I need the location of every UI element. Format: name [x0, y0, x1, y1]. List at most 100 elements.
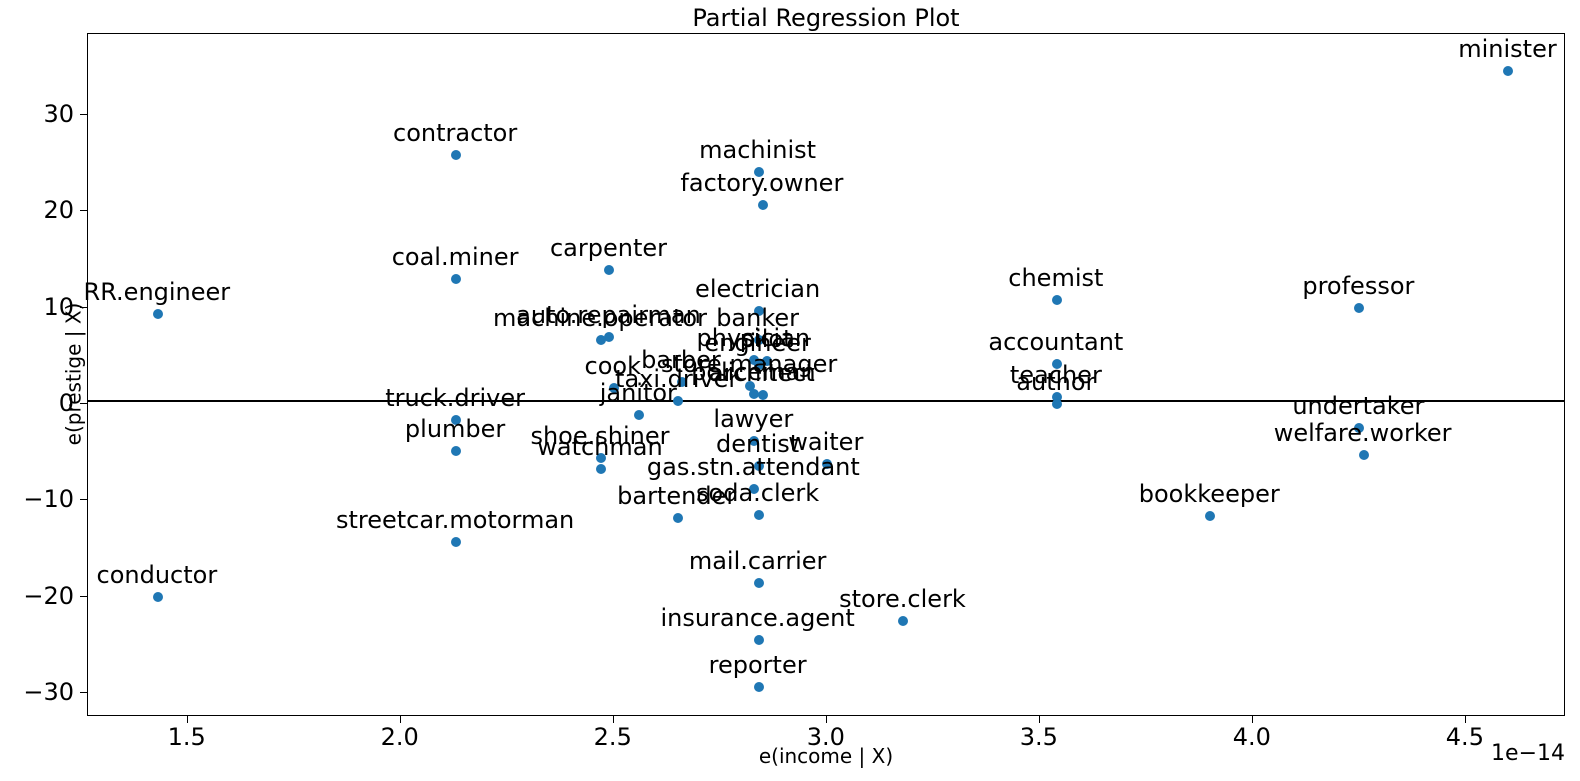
point-label: reporter: [708, 650, 807, 679]
data-point: [604, 332, 615, 343]
point-label: RR.engineer: [83, 278, 231, 307]
data-point: [451, 536, 462, 547]
point-label: auto.repairman: [516, 301, 701, 330]
data-point: [1051, 398, 1062, 409]
point-label: banker: [716, 304, 800, 333]
data-point: [753, 460, 764, 471]
point-label: gas.stn.attendant: [646, 452, 860, 481]
point-label: pilot: [739, 324, 793, 353]
point-label: chemist: [1008, 263, 1104, 292]
data-point: [152, 591, 163, 602]
data-point: [757, 389, 768, 400]
y-tick-label: 20: [43, 196, 74, 225]
y-tick-mark: [80, 595, 87, 597]
y-tick-label: 30: [43, 99, 74, 128]
data-point: [604, 265, 615, 275]
data-point: [753, 634, 764, 645]
point-label: bookkeeper: [1138, 479, 1280, 508]
point-label: machinist: [699, 135, 817, 164]
point-label: cook: [584, 351, 641, 380]
point-label: author: [1016, 367, 1096, 396]
point-label: machine.operator: [492, 304, 707, 333]
data-point: [451, 415, 462, 426]
data-point: [595, 464, 606, 475]
x-tick-label: 2.5: [593, 723, 632, 751]
chart-title: Partial Regression Plot: [692, 4, 960, 32]
data-point: [821, 458, 832, 469]
point-label: teacher: [1009, 360, 1102, 389]
data-point: [898, 615, 909, 626]
y-tick-label: 10: [43, 292, 74, 321]
data-point: [753, 335, 764, 346]
x-tick-mark: [1464, 716, 1466, 723]
data-point: [753, 578, 764, 589]
data-point: [753, 306, 764, 317]
point-label: store.clerk: [839, 584, 966, 613]
y-tick-label: −30: [23, 677, 74, 706]
data-point: [1205, 510, 1216, 521]
regression-line: [88, 399, 1564, 402]
data-point: [1354, 423, 1365, 433]
point-label: engineer: [704, 329, 811, 358]
y-tick-mark: [80, 113, 87, 115]
x-tick-mark: [399, 716, 401, 723]
data-point: [608, 382, 619, 393]
data-point: [762, 355, 773, 366]
point-label: mail.carrier: [688, 546, 827, 575]
data-point: [1051, 294, 1062, 305]
point-label: welfare.worker: [1273, 418, 1452, 447]
data-point: [676, 376, 687, 387]
point-label: conductor: [96, 560, 218, 589]
x-tick-mark: [1038, 716, 1040, 723]
point-label: truck.driver: [385, 384, 526, 413]
point-label: taxi.driver: [615, 364, 739, 393]
point-label: electrician: [695, 275, 821, 304]
x-tick-label: 4.5: [1445, 723, 1484, 751]
point-label: watchman: [537, 433, 663, 462]
x-axis-label: e(income | X): [758, 744, 894, 768]
data-point: [753, 360, 764, 371]
x-tick-label: 2.0: [380, 723, 419, 751]
data-point: [1051, 392, 1062, 403]
point-label: accountant: [988, 328, 1124, 357]
data-point: [672, 396, 683, 407]
data-point: [595, 335, 606, 346]
point-label: waiter: [788, 427, 864, 456]
point-label: lawyer: [713, 405, 794, 434]
x-tick-mark: [825, 716, 827, 723]
point-label: shoe.shiner: [530, 421, 670, 450]
data-point: [749, 389, 760, 400]
y-tick-mark: [80, 499, 87, 501]
data-point: [595, 452, 606, 463]
data-point: [757, 200, 768, 211]
data-point: [451, 273, 462, 284]
point-label: janitor: [599, 378, 677, 407]
point-label: insurance.agent: [660, 603, 855, 632]
x-tick-label: 4.0: [1232, 723, 1271, 751]
point-label: plumber: [404, 414, 506, 443]
point-label: contractor: [392, 119, 518, 148]
x-tick-mark: [612, 716, 614, 723]
data-point: [1354, 302, 1365, 313]
point-label: factory.owner: [680, 169, 844, 198]
x-tick-label: 3.5: [1019, 723, 1058, 751]
data-point: [1051, 359, 1062, 370]
y-tick-label: 0: [58, 388, 74, 417]
x-tick-label: 1.5: [167, 723, 206, 751]
point-label: architect: [708, 358, 815, 387]
y-tick-mark: [80, 402, 87, 404]
point-label: dentist: [716, 429, 800, 458]
data-point: [152, 309, 163, 320]
point-label: professor: [1302, 271, 1415, 300]
point-label: undertaker: [1292, 391, 1425, 420]
x-tick-label: 3.0: [806, 723, 845, 751]
data-point: [749, 436, 760, 447]
data-point: [451, 150, 462, 161]
point-label: physician: [696, 323, 811, 352]
point-label: soda.clerk: [696, 478, 820, 507]
y-tick-mark: [80, 306, 87, 308]
y-tick-label: −20: [23, 581, 74, 610]
point-label: coal.miner: [391, 242, 519, 271]
point-label: policeman: [691, 358, 816, 387]
